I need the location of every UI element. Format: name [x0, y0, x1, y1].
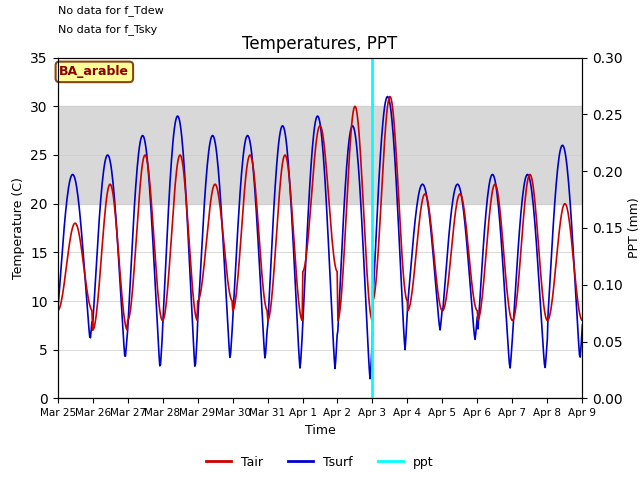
Text: No data for f_Tdew: No data for f_Tdew [58, 5, 163, 16]
X-axis label: Time: Time [305, 424, 335, 437]
Bar [58, 106, 582, 204]
Y-axis label: PPT (mm): PPT (mm) [628, 198, 640, 258]
Text: BA_arable: BA_arable [60, 65, 129, 78]
Legend: Tair, Tsurf, ppt: Tair, Tsurf, ppt [202, 451, 438, 474]
Y-axis label: Temperature (C): Temperature (C) [12, 177, 25, 279]
Text: No data for f_Tsky: No data for f_Tsky [58, 24, 157, 36]
Title: Temperatures, PPT: Temperatures, PPT [243, 35, 397, 53]
